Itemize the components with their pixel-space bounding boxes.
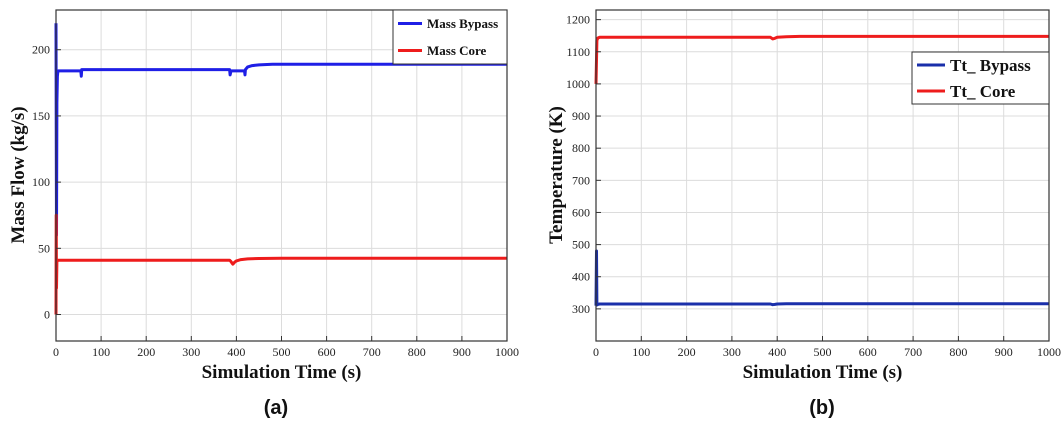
y-tick-label: 600 — [572, 205, 590, 219]
legend: Tt_ Bypass Tt_ Core — [911, 51, 1050, 105]
y-tick-label: 50 — [38, 241, 50, 255]
y-axis-label: Mass Flow (kg/s) — [8, 106, 29, 243]
y-tick-label: 100 — [32, 175, 50, 189]
y-tick-label: 200 — [32, 43, 50, 57]
x-tick-label: 200 — [137, 345, 155, 359]
y-axis-label: Temperature (K) — [546, 106, 567, 244]
y-tick-label: 1100 — [566, 45, 590, 59]
x-tick-label: 800 — [949, 345, 967, 359]
x-tick-label: 500 — [814, 345, 832, 359]
x-tick-label: 1000 — [495, 345, 519, 359]
x-tick-label: 200 — [678, 345, 696, 359]
legend-box — [392, 9, 508, 65]
panel-a: 0 100 200 300 400 500 600 700 800 900 1000 0 50 100 15… — [8, 9, 519, 419]
x-tick-label: 100 — [92, 345, 110, 359]
x-tick-label: 700 — [363, 345, 381, 359]
y-tick-label: 800 — [572, 141, 590, 155]
x-tick-label: 0 — [53, 345, 59, 359]
x-tick-label: 600 — [859, 345, 877, 359]
x-tick-label: 900 — [995, 345, 1013, 359]
series-line-2 — [594, 34, 1049, 84]
x-axis-label: Simulation Time (s) — [743, 362, 903, 383]
panel-caption: (a) — [264, 397, 288, 419]
y-tick-label: 1000 — [566, 77, 590, 91]
y-tick-label: 900 — [572, 109, 590, 123]
x-tick-label: 800 — [408, 345, 426, 359]
x-tick-label: 600 — [318, 345, 336, 359]
legend: Mass Bypass Mass Core — [392, 9, 508, 65]
x-tick-label: 300 — [723, 345, 741, 359]
y-tick-label: 300 — [572, 302, 590, 316]
y-tick-label: 1200 — [566, 13, 590, 27]
y-tick-label: 400 — [572, 270, 590, 284]
x-tick-label: 300 — [182, 345, 200, 359]
panel-caption: (b) — [809, 397, 835, 419]
legend-box — [911, 51, 1050, 105]
panel-b: 0 100 200 300 400 500 600 700 800 900 1000 300 400 50… — [546, 9, 1061, 419]
x-tick-label: 400 — [227, 345, 245, 359]
x-axis-label: Simulation Time (s) — [202, 362, 362, 383]
x-tick-label: 100 — [632, 345, 650, 359]
series-line-1 — [54, 23, 507, 237]
series-line-1 — [594, 249, 1049, 307]
x-tick-label: 500 — [273, 345, 291, 359]
series-line-2 — [54, 213, 507, 315]
legend-label-2: Tt_ Core — [950, 82, 1016, 101]
y-tick-label: 0 — [44, 308, 50, 322]
x-tick-label: 1000 — [1037, 345, 1061, 359]
y-tick-label: 150 — [32, 109, 50, 123]
legend-label-2: Mass Core — [427, 43, 487, 58]
x-tick-label: 400 — [768, 345, 786, 359]
x-tick-label: 0 — [593, 345, 599, 359]
legend-label-1: Mass Bypass — [427, 16, 498, 31]
x-tick-label: 700 — [904, 345, 922, 359]
x-tick-label: 900 — [453, 345, 471, 359]
y-tick-label: 700 — [572, 173, 590, 187]
y-tick-label: 500 — [572, 238, 590, 252]
legend-label-1: Tt_ Bypass — [950, 56, 1031, 75]
